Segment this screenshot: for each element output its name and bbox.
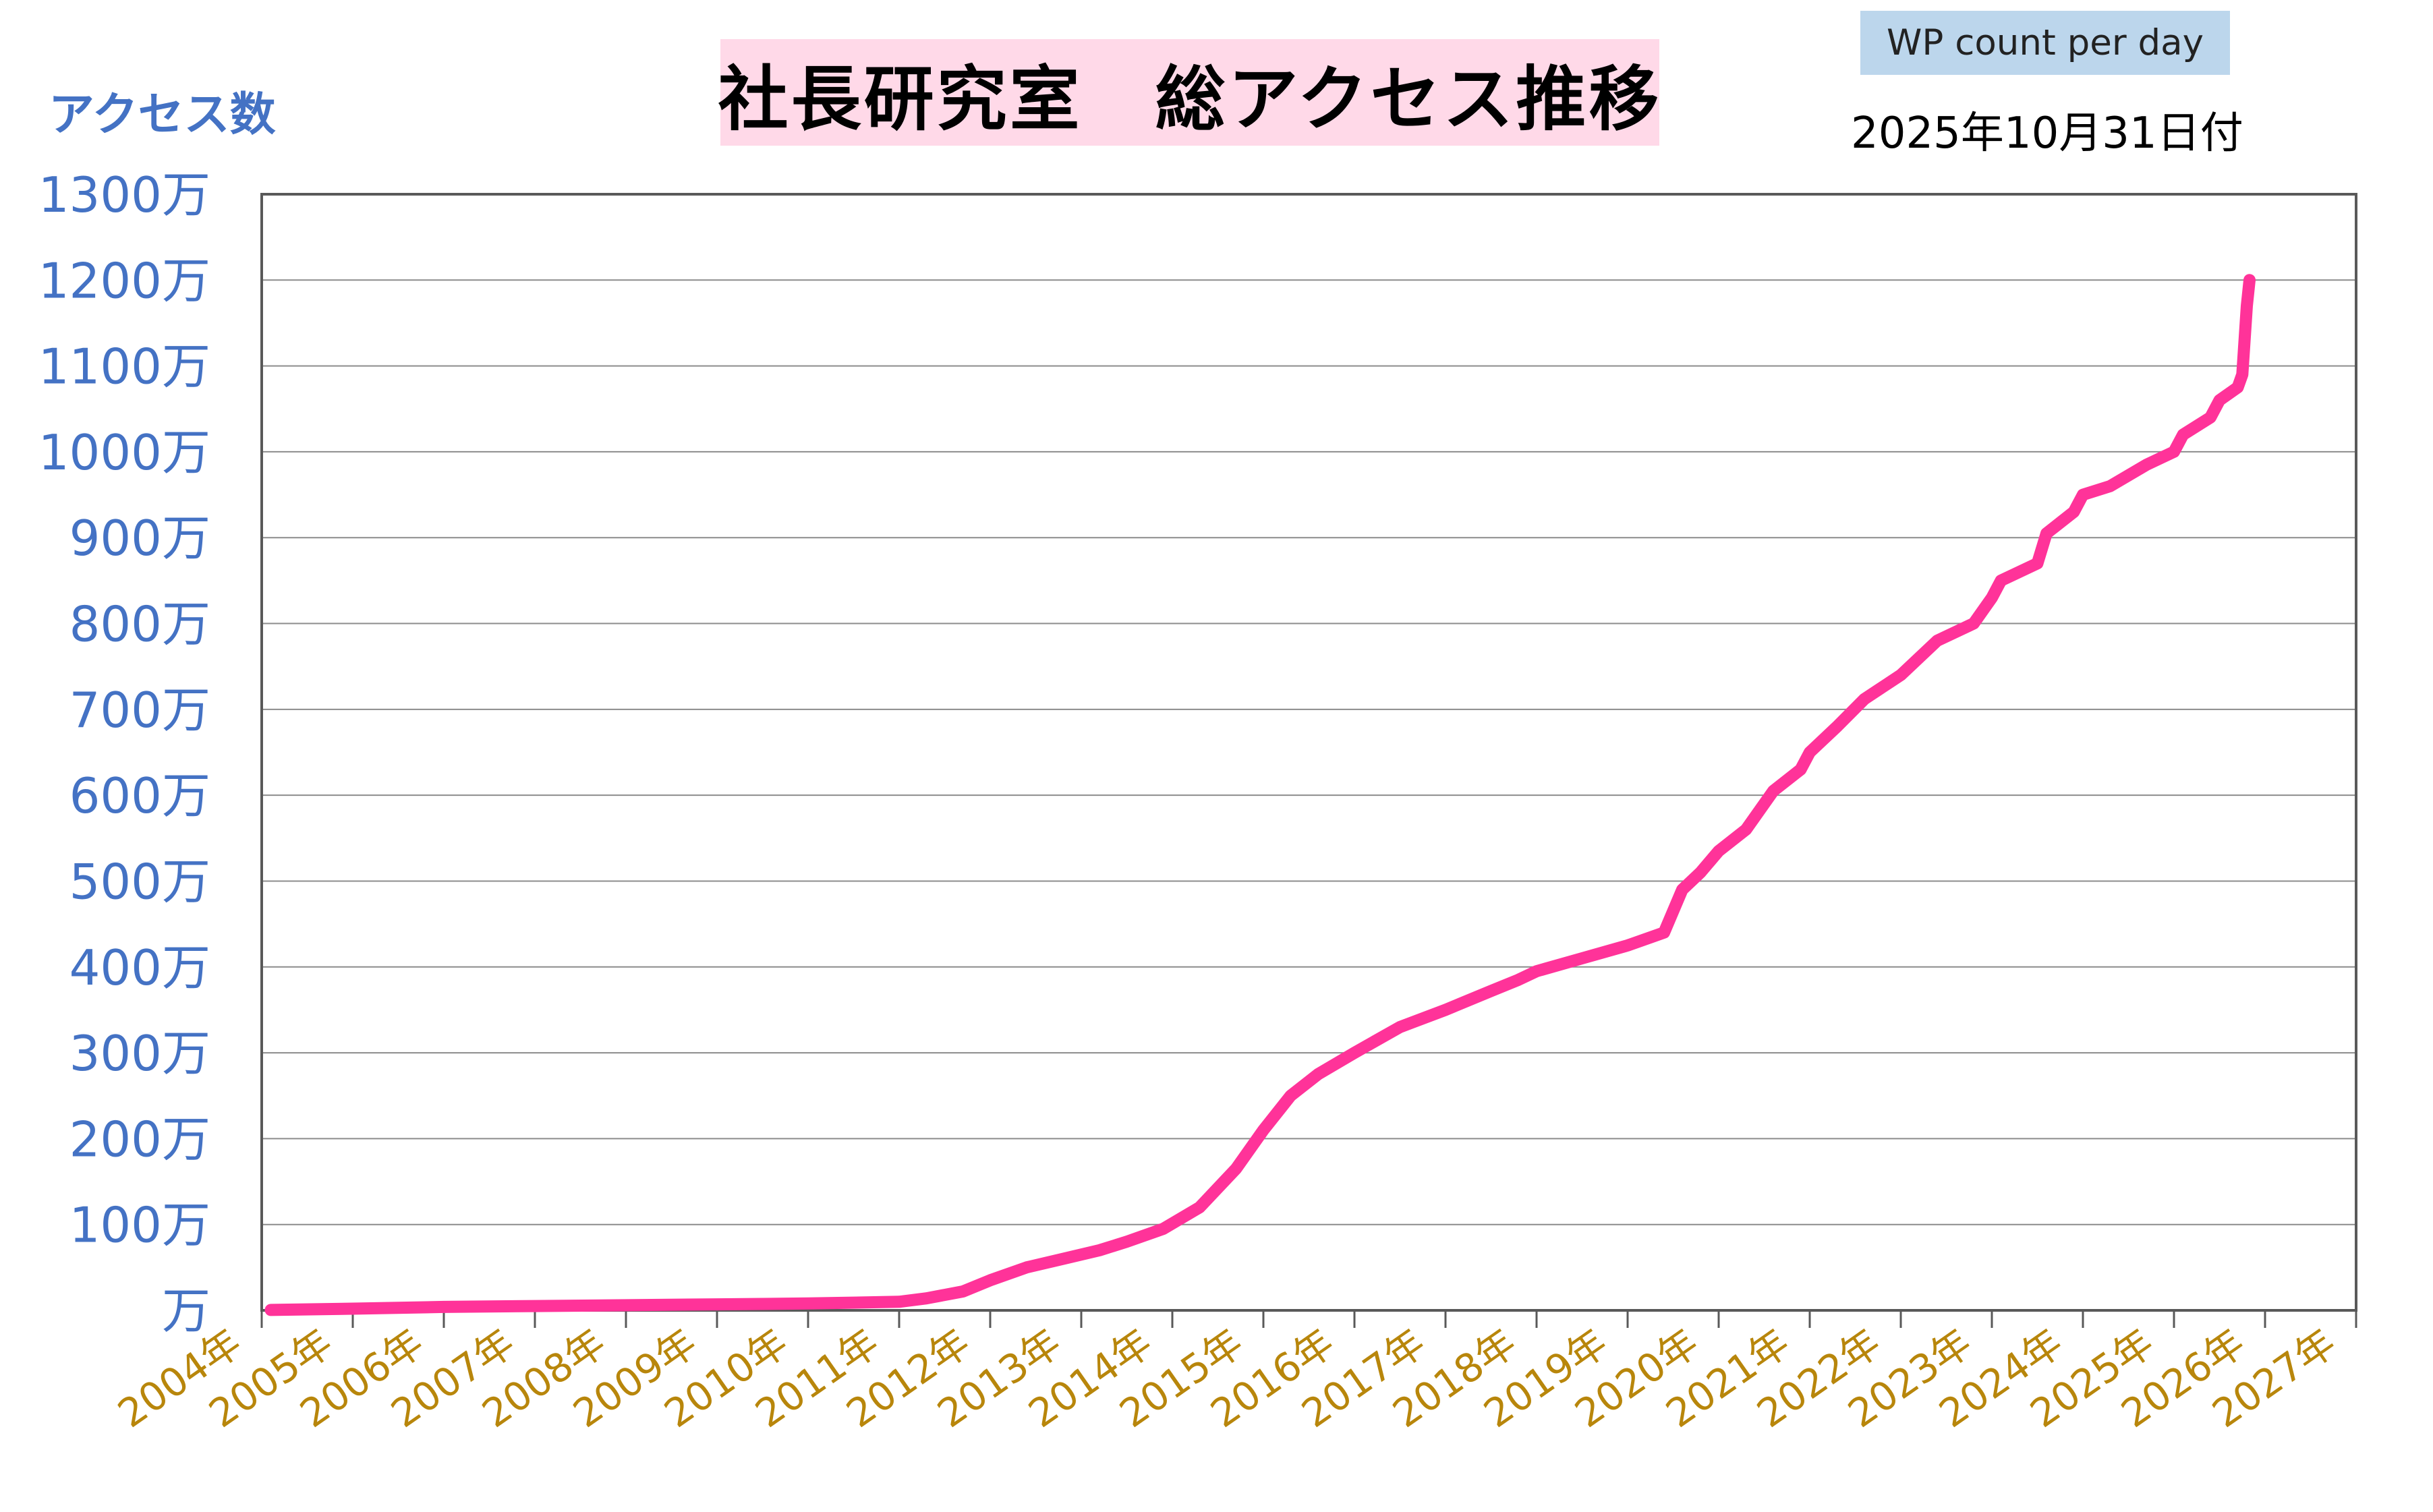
grid-lines <box>262 279 2356 1225</box>
as-of-date: 2025年10月31日付 <box>1851 109 2243 158</box>
y-tick-label: 200万 <box>69 1111 210 1167</box>
plot-area-frame <box>260 193 2357 1312</box>
y-tick-label: 500万 <box>69 853 210 910</box>
y-tick-label: 1000万 <box>38 424 210 481</box>
y-tick-label: 1100万 <box>38 339 210 395</box>
source-badge-label: WP count per day <box>1887 22 2204 63</box>
y-tick-label: 1200万 <box>38 252 210 309</box>
y-tick-label: 900万 <box>69 510 210 566</box>
y-tick-label: 600万 <box>69 767 210 824</box>
y-axis-ticks: 万 100万 200万 300万 400万 500万 600万 700万 800万 900万 100… <box>38 167 210 1339</box>
series-layer <box>264 274 2256 1316</box>
y-axis-label: アクセス数 <box>49 88 276 142</box>
y-tick-label: 100万 <box>69 1197 210 1254</box>
y-tick-label: 万 <box>162 1283 210 1339</box>
y-tick-label: 700万 <box>69 682 210 738</box>
x-axis-ticks: 2004年2005年2006年2007年2008年2009年2010年2011年… <box>110 1310 2357 1436</box>
chart-title: 社長研究室 総アクセス推移 <box>718 57 1662 140</box>
source-badge: WP count per day <box>1860 11 2230 75</box>
y-tick-label: 800万 <box>69 596 210 653</box>
y-tick-label: 400万 <box>69 939 210 996</box>
y-tick-label: 300万 <box>69 1025 210 1082</box>
series-line <box>264 274 2256 1316</box>
chart-title-box: 社長研究室 総アクセス推移 <box>718 39 1662 146</box>
y-tick-label: 1300万 <box>38 167 210 223</box>
